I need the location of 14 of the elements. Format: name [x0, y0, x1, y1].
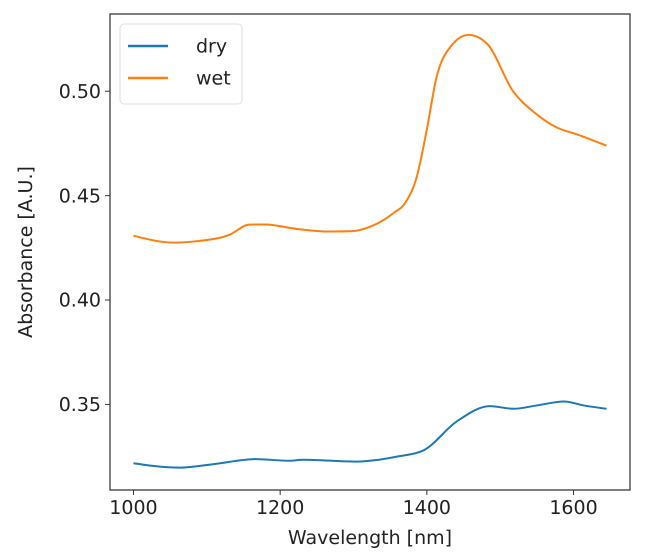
x-tick-label: 1000	[109, 497, 158, 519]
x-tick-label: 1400	[402, 497, 452, 519]
line-series	[132, 34, 608, 244]
y-tick-label: 0.45	[58, 185, 101, 208]
x-tick-label: 1200	[256, 497, 304, 519]
x-tick-label: 1600	[549, 497, 598, 519]
y-tick-label: 0.40	[58, 290, 101, 312]
line-series	[132, 400, 608, 469]
legend-label: wet	[196, 68, 231, 90]
y-tick-label: 0.35	[58, 394, 101, 416]
legend-label: dry	[196, 36, 228, 58]
y-tick-label: 0.50	[58, 80, 101, 103]
y-axis-title: Absorbance [A.U.]	[15, 166, 37, 338]
x-axis-title: Wavelength [nm]	[288, 527, 452, 549]
